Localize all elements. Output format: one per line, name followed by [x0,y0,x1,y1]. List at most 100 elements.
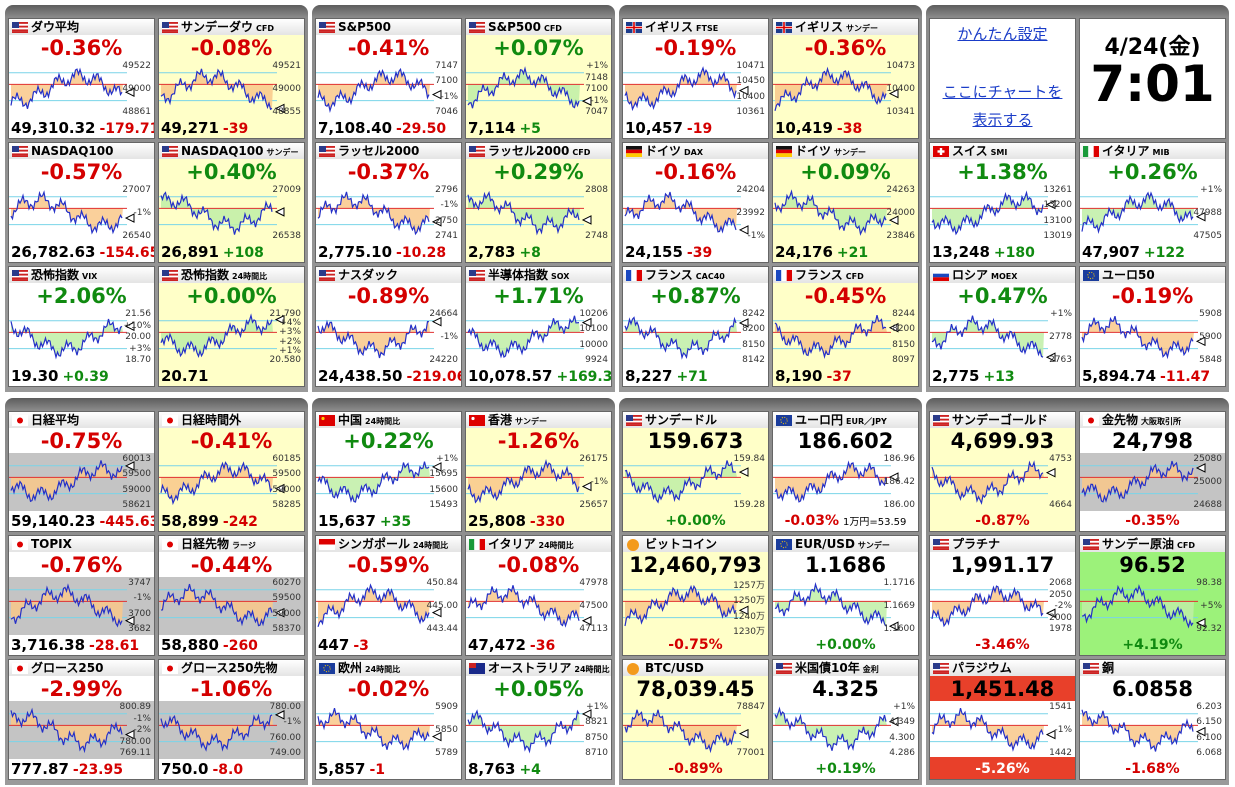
market-name: ドイツ サンデー [795,144,867,158]
market-tile[interactable]: S&P500 7147 7100 -1% 7046 -0.41% 7,108.40 -29.5… [315,18,462,139]
market-tile[interactable]: ダウ平均 49522 49000 48861 -0.36% 49,310.32 -179.7… [8,18,155,139]
market-name: S&P500 CFD [488,20,562,34]
market-tile[interactable]: フランス CAC40 8242 8200 8150 8142 +0.87% 8,227 +71 [622,266,769,387]
axis-label: 7100 [585,84,608,94]
market-tile[interactable]: サンデー原油 CFD 98.38 +5% 92.32 96.52 +4.19% [1079,535,1226,656]
market-tile[interactable]: NASDAQ100 サンデー 27009 26538 +0.40% 26,891 +108 [158,142,305,263]
market-tile[interactable]: スイス SMI 13261 13200 13100 13019 +1.38% 13,248 +1… [929,142,1076,263]
market-group: S&P500 7147 7100 -1% 7046 -0.41% 7,108.40 -29.5… [312,5,615,392]
price-row: 2,775 +13 [932,367,1073,385]
sparkline-fill [775,315,887,357]
axis-label: 24664 [429,309,458,319]
flag-part [12,29,28,32]
market-tile[interactable]: 米国債10年 金利 +1% 4.349 4.300 4.286 4.325 +0.19% [772,659,919,780]
axis-label: 4.349 [889,717,915,728]
market-tile[interactable]: ラッセル2000 CFD 2808 2748 +0.29% 2,783 +8 [465,142,612,263]
sparkline [773,706,899,752]
add-chart-link[interactable]: 表示する [972,111,1033,129]
market-tile[interactable]: 恐怖指数 VIX 21.56 +10% 20.00 +3% 18.70 +2.06% 19.30… [8,266,155,387]
add-chart-link[interactable]: ここにチャートを [942,83,1063,101]
market-tile[interactable]: BTC/USD 78847 77001 78,039.45 -0.89% [622,659,769,780]
market-tile[interactable]: ユーロ円 EUR／JPY 186.96 186.42 186.00 186.602 -0.0… [772,411,919,532]
axis-label: 13100 [1043,215,1072,226]
sparkline-fill [468,711,580,752]
flag-part [323,664,331,673]
price-row: 10,457 -19 [625,119,766,137]
sparkline-line [467,315,580,359]
axis-label: 5848 [1199,355,1222,365]
flag-part [162,146,178,148]
market-tile[interactable]: 日経時間外 60185 59500 59000 58285 -0.41% 58,899 -24… [158,411,305,532]
market-tile[interactable]: イギリス FTSE 10471 10450 10400 10361 -0.19% 10,457… [622,18,769,139]
flag-part [783,22,785,33]
market-tile[interactable]: 日経平均 60013 59500 59000 58621 -0.75% 59,140.23-… [8,411,155,532]
flag-part [162,155,178,157]
market-tile[interactable]: TOPIX 3747 -1% 3700 3682 -0.76% 3,716.38 -28.61 [8,535,155,656]
sparkline [773,66,899,111]
market-tag: FTSE [696,24,719,33]
axis-label: +2% [279,336,301,347]
market-name: グロース250 [31,661,104,675]
flag-part [626,146,642,150]
market-tile[interactable]: イギリス サンデー 10473 10400 10341 -0.36% 10,419 -38 [772,18,919,139]
market-tag: 24時間比 [574,665,610,674]
axis-label: -1% [133,208,151,218]
change-percent: -0.44% [190,553,273,577]
sparkline-fill [468,461,580,503]
last-marker [738,318,749,328]
market-tile[interactable]: 金先物 大阪取引所 25080 25000 24688 24,798 -0.35% [1079,411,1226,532]
settings-link[interactable]: かんたん設定 [957,25,1048,43]
market-tile[interactable]: フランス CFD 8244 8200 8150 8097 -0.45% 8,190 -37 [772,266,919,387]
market-tile[interactable]: 日経先物 ラージ 60270 59500 59000 58370 -0.44% 58,880-… [158,535,305,656]
market-tile[interactable]: ナスダック 24664 -1% 24220 -0.89% 24,438.50 -219.06 [315,266,462,387]
change: -36 [529,638,556,654]
market-tile[interactable]: 恐怖指数 24時間比 21.790 +4% +3% +2% +1% 20.580 +0.00% 2… [158,266,305,387]
flag-part [12,149,28,152]
market-tile[interactable]: 半導体指数 SOX 10206 10100 10000 9924 +1.71% 10,078.… [465,266,612,387]
market-tile[interactable]: ユーロ50 5908 5900 5848 -0.19% 5,894.74 -11.47 [1079,266,1226,387]
flag-part [786,270,792,281]
market-tile[interactable]: 欧州 24時間比 5909 5850 5789 -0.02% 5,857 -1 [315,659,462,780]
market-tile[interactable]: シンガポール 24時間比 450.84 445.00 443.44 -0.59% 447 -3 [315,535,462,656]
market-tile[interactable]: イタリア 24時間比 47978 47500 47113 -0.08% 47,472 -36 [465,535,612,656]
market-tag: 24時間比 [365,665,401,674]
market-tile[interactable]: イタリア MIB +1% 47988 47505 +0.26% 47,907 +122 [1079,142,1226,263]
sparkline [1080,709,1206,752]
market-tile[interactable]: ラッセル2000 2796 -1% 2750 2741 -0.37% 2,775.10 -10… [315,142,462,263]
market-tile[interactable]: 銅 6.203 6.150 6.100 6.068 6.0858 -1.68% [1079,659,1226,780]
market-tile[interactable]: ドイツ サンデー 24263 24000 23846 +0.09% 24,176 +21 [772,142,919,263]
price: 186.602 [797,429,894,453]
market-tile[interactable]: プラチナ 2068 2050 -2% 2000 1978 1,991.17 -3.46% [929,535,1076,656]
market-tile[interactable]: グロース250先物 780.00 -1% 760.00 749.00 -1.06% 750.… [158,659,305,780]
sparkline-fill [932,315,1044,358]
axis-label: 2741 [435,231,458,241]
flag-part [319,279,335,281]
market-tile[interactable]: パラジウム 1541 -1% 1442 1,451.48 -5.26% [929,659,1076,780]
market-tile[interactable]: サンデードル 159.84 159.28 159.673 +0.00% [622,411,769,532]
market-tile[interactable]: 中国 24時間比 +1% 15695 15600 15493 +0.22% 15,637 +35 [315,411,462,532]
axis-label: 20.580 [269,355,302,365]
market-tile[interactable]: S&P500 CFD +1% 7148 7100 -1% 7047 +0.07% 7,114 +5 [465,18,612,139]
axis-label: 4664 [1049,500,1072,510]
flag-part [12,273,28,276]
market-tile[interactable]: オーストラリア 24時間比 +1% 8821 8750 8710 +0.05% 8,763 +4 [465,659,612,780]
flag-part [933,422,949,425]
market-tile[interactable]: NASDAQ100 27007 -1% 26540 -0.57% 26,782.63 -15… [8,142,155,263]
market-tile[interactable]: サンデーゴールド 4753 4664 4,699.93 -0.87% [929,411,1076,532]
flag-part [319,539,335,545]
flag-part [780,416,788,425]
last-marker [124,615,135,626]
flag-part [776,539,792,550]
market-tile[interactable]: ドイツ DAX 24204 23992 -1% -0.16% 24,155 -39 [622,142,769,263]
axis-label: -1% [440,332,458,342]
flag-part [12,277,28,280]
sparkline-fill [318,461,430,502]
market-tile[interactable]: サンデーダウ CFD 49521 49000 48855 -0.08% 49,271 -39 [158,18,305,139]
market-tile[interactable]: ロシア MOEX +1% 2778 2763 +0.47% 2,775 +13 [929,266,1076,387]
market-tile[interactable]: ビットコイン 1257万 1250万 1240万 1230万 12,460,793 -0.7… [622,535,769,656]
market-tile[interactable]: グロース250 800.89 -1% -2% 780.00 769.11 -2.99% 777… [8,659,155,780]
market-tile[interactable]: EUR/USD サンデー 1.1716 1.1669 1.1600 1.1686 +0.00… [772,535,919,656]
market-tile[interactable]: 香港 サンデー 26175 -1% 25657 -1.26% 25,808 -330 [465,411,612,532]
market-tag: SMI [990,148,1008,157]
axis-label: 2796 [435,185,458,195]
